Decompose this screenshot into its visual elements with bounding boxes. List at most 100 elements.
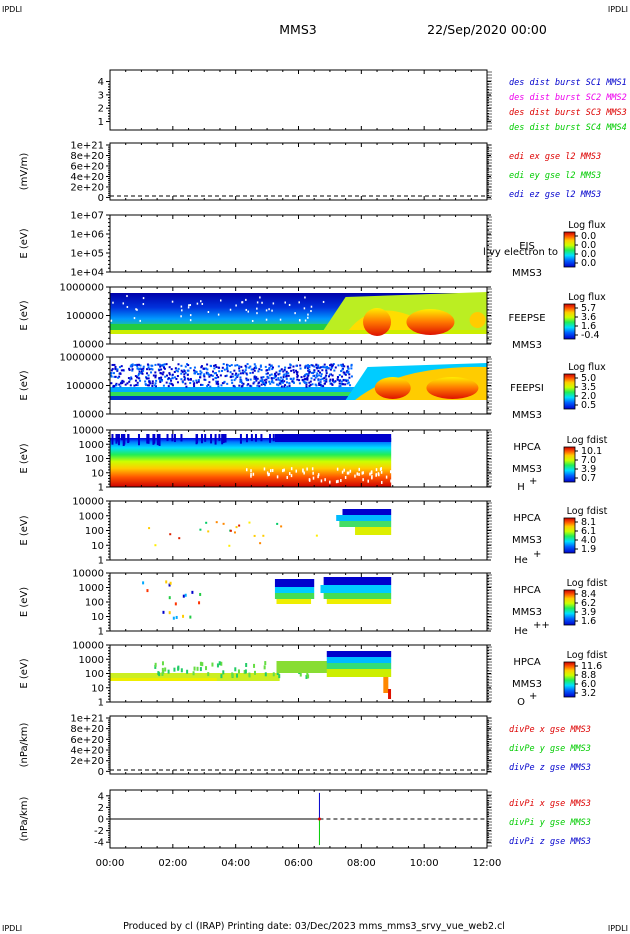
heatmap-cell <box>250 469 252 473</box>
heatmap-cell <box>184 371 187 374</box>
heatmap-cell <box>187 306 190 309</box>
heatmap-cell <box>339 384 342 387</box>
heatmap-cell <box>235 372 238 375</box>
heatmap-cell <box>240 365 243 368</box>
heatmap-cell <box>117 434 120 446</box>
heatmap-cell <box>192 671 195 676</box>
heatmap-cell <box>128 367 131 370</box>
heatmap-cell <box>163 363 166 366</box>
heatmap-cell <box>308 368 311 371</box>
y-tick-label: 1e+07 <box>70 211 104 222</box>
heatmap-cell <box>150 371 153 374</box>
heatmap-cell <box>165 580 168 584</box>
heatmap-cell <box>303 307 306 310</box>
heatmap-cell <box>201 383 204 386</box>
heatmap-cell <box>137 374 140 377</box>
heatmap-cell <box>269 469 272 473</box>
heatmap-cell <box>233 369 236 372</box>
heatmap-cell <box>292 365 295 368</box>
heatmap-cell <box>139 319 141 322</box>
colorbar-title: Log flux <box>568 292 606 303</box>
heatmap-cell <box>337 364 340 367</box>
heatmap-cell <box>253 367 256 370</box>
heatmap-cell <box>163 367 166 370</box>
heatmap-cell <box>180 434 183 442</box>
heatmap-cell <box>126 382 129 385</box>
heatmap-cell <box>193 372 196 375</box>
heatmap-cell <box>129 384 132 387</box>
heatmap-cell <box>325 369 328 372</box>
heatmap-cell <box>296 375 299 378</box>
heatmap-cell <box>305 674 308 679</box>
heatmap-cell <box>325 371 328 374</box>
heatmap-cell <box>344 383 347 386</box>
heatmap-cell <box>346 382 349 385</box>
heatmap-cell <box>310 377 313 380</box>
heatmap-cell <box>311 364 314 367</box>
heatmap-cell <box>349 469 352 473</box>
heatmap-cell <box>181 309 183 312</box>
y-tick-label: 100 <box>85 454 104 465</box>
heatmap-cell <box>250 368 253 371</box>
instrument-label: HPCA <box>513 657 541 668</box>
heatmap-cell <box>118 375 121 378</box>
heatmap-cell <box>323 379 326 382</box>
heatmap-cell <box>110 319 113 322</box>
heatmap-cell <box>279 318 282 321</box>
heatmap-cell <box>115 434 118 444</box>
heatmap-cell <box>146 363 149 366</box>
heatmap-cell <box>217 385 220 388</box>
heatmap-cell <box>276 475 279 479</box>
heatmap-cell <box>331 379 334 382</box>
heatmap-cell <box>189 377 192 380</box>
heatmap-cell <box>241 301 244 304</box>
y-tick-label: 1000000 <box>59 353 104 364</box>
heatmap-cell <box>199 667 202 672</box>
heatmap-cell <box>256 301 259 304</box>
heatmap-cell <box>371 476 373 480</box>
heatmap-cell <box>258 385 261 388</box>
heatmap-cell <box>302 379 305 382</box>
colorbar-value: 8.1 <box>581 517 596 528</box>
heatmap-cell <box>336 515 392 521</box>
spacecraft-label: MMS3 <box>512 464 542 475</box>
y-axis-label: (nPa/km) <box>19 723 30 768</box>
heatmap-cell <box>181 381 184 384</box>
heatmap-cell <box>256 377 259 380</box>
heatmap-cell <box>230 364 233 367</box>
heatmap-cell <box>270 380 273 383</box>
heatmap-cell <box>202 374 205 377</box>
heatmap-cell <box>282 376 285 379</box>
heatmap-cell <box>340 380 343 383</box>
heatmap-cell <box>256 384 259 387</box>
heatmap-cell <box>259 542 262 545</box>
heatmap-cell <box>358 472 360 476</box>
y-tick-label: 0 <box>98 767 104 778</box>
heatmap-cell <box>274 376 277 379</box>
heatmap-cell <box>345 380 348 383</box>
heatmap-cell <box>161 667 164 672</box>
heatmap-cell <box>354 474 356 478</box>
legend-entry: des dist burst SC3 MMS3 <box>509 108 627 118</box>
heatmap-cell <box>110 324 487 330</box>
y-tick-label: 1000 <box>79 655 104 666</box>
colorbar-value: 5.0 <box>581 373 596 384</box>
heatmap-cell <box>285 372 288 375</box>
panel-eis: 1e+07 1e+06 1e+05 1e+04 E (eV) EIS MMS3 l vy el… <box>19 211 606 280</box>
heatmap-cell <box>193 382 196 385</box>
heatmap-cell <box>206 372 209 375</box>
heatmap-cell <box>268 472 270 476</box>
heatmap-cell <box>239 380 242 383</box>
legend-entry: divPe z gse MMS3 <box>509 763 591 773</box>
heatmap-cell <box>347 367 350 370</box>
heatmap-cell <box>141 372 144 375</box>
heatmap-cell <box>128 380 131 383</box>
heatmap-cell <box>110 330 487 334</box>
heatmap-cell <box>358 467 361 471</box>
heatmap-cell <box>154 544 157 547</box>
heatmap-cell <box>250 472 252 476</box>
heatmap-cell <box>341 383 344 386</box>
heatmap-cell <box>277 373 280 376</box>
heatmap-cell <box>162 384 165 387</box>
heatmap-cell <box>140 372 143 375</box>
